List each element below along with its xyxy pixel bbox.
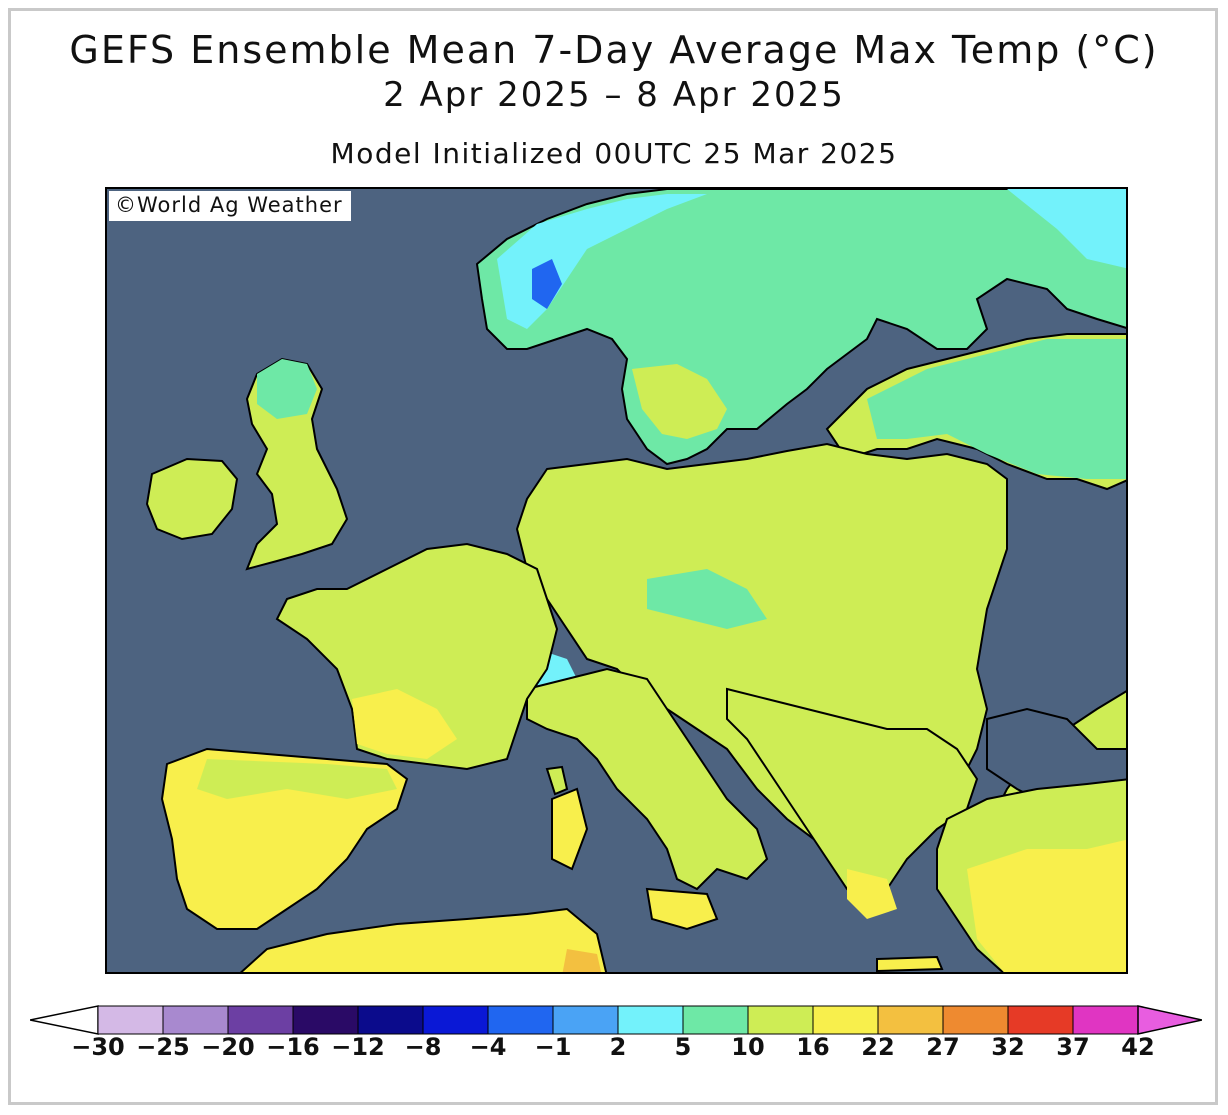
legend-bin — [357, 1005, 424, 1035]
map-canvas — [107, 189, 1126, 972]
land-balkans — [726, 687, 979, 911]
legend-bin — [747, 1005, 814, 1035]
credit-label: ©World Ag Weather — [109, 191, 351, 221]
color-legend — [30, 1005, 1202, 1035]
legend-tick-label: 2 — [609, 1033, 627, 1061]
map-title: GEFS Ensemble Mean 7-Day Average Max Tem… — [69, 28, 1159, 72]
legend-tick-label: −20 — [201, 1033, 255, 1061]
legend-tick-label: −4 — [469, 1033, 507, 1061]
legend-tick-label: 16 — [796, 1033, 830, 1061]
legend-bin — [877, 1005, 944, 1035]
legend-bin — [1072, 1005, 1139, 1035]
legend-tick-label: −16 — [266, 1033, 320, 1061]
land-ireland — [145, 457, 239, 541]
legend-tick-labels: −30 −25 −20 −16 −12 −8 −4 −1 2 5 10 16 22 27 32 37 42 — [0, 1032, 1228, 1064]
legend-tick-label: −1 — [534, 1033, 572, 1061]
legend-tick-label: 27 — [926, 1033, 960, 1061]
legend-tick-label: −25 — [136, 1033, 190, 1061]
legend-bin — [617, 1005, 684, 1035]
legend-bin — [227, 1005, 294, 1035]
map-date-range: 2 Apr 2025 – 8 Apr 2025 — [383, 75, 845, 115]
model-init-label: Model Initialized 00UTC 25 Mar 2025 — [330, 137, 898, 170]
legend-bin — [1007, 1005, 1074, 1035]
legend-bin — [942, 1005, 1009, 1035]
legend-bin — [422, 1005, 489, 1035]
legend-bin — [487, 1005, 554, 1035]
land-italy — [526, 667, 769, 891]
legend-tick-label: 5 — [674, 1033, 692, 1061]
legend-tick-label: 22 — [861, 1033, 895, 1061]
legend-tick-label: −8 — [404, 1033, 442, 1061]
legend-tick-label: −30 — [71, 1033, 125, 1061]
legend-high-cap — [1137, 1005, 1202, 1035]
legend-bin — [162, 1005, 229, 1035]
temperature-map: ©World Ag Weather — [105, 187, 1128, 974]
legend-tick-label: 42 — [1121, 1033, 1155, 1061]
legend-bin — [682, 1005, 749, 1035]
legend-tick-label: −12 — [331, 1033, 385, 1061]
legend-tick-label: 32 — [991, 1033, 1025, 1061]
legend-bin — [552, 1005, 619, 1035]
land-france — [275, 542, 559, 771]
legend-bin — [97, 1005, 164, 1035]
legend-bin — [812, 1005, 879, 1035]
legend-tick-label: 10 — [731, 1033, 765, 1061]
legend-bin — [292, 1005, 359, 1035]
legend-tick-label: 37 — [1056, 1033, 1090, 1061]
land-north-africa — [239, 907, 608, 972]
legend-low-cap — [30, 1005, 99, 1035]
